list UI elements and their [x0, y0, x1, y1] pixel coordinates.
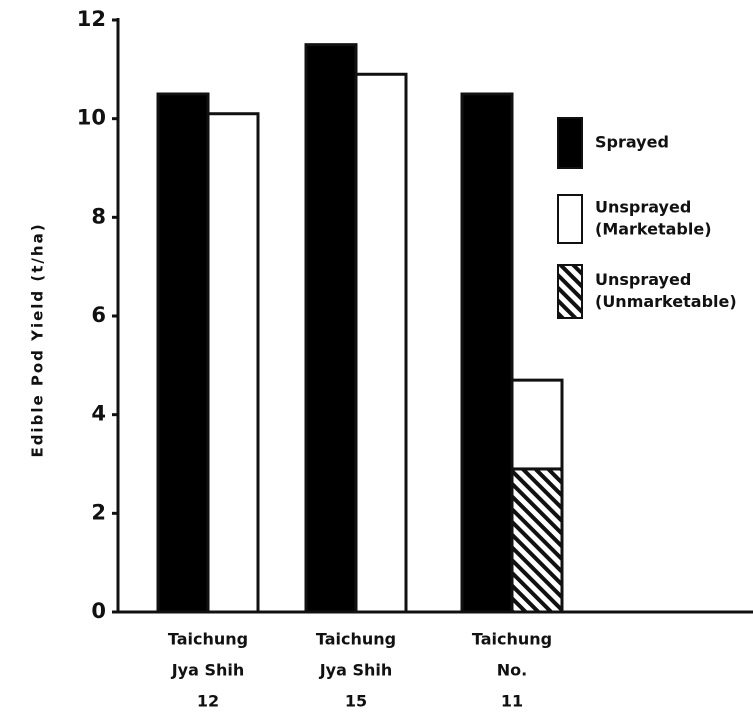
legend-swatch — [557, 117, 583, 169]
y-axis-label: Edible Pod Yield (t/ha) — [29, 222, 47, 457]
x-tick-label: Taichung — [168, 630, 248, 649]
bar — [460, 92, 514, 614]
x-tick-label: No. — [497, 661, 527, 680]
legend-label: Sprayed — [595, 133, 669, 152]
x-tick-label: 11 — [501, 692, 523, 711]
y-tick-label: 4 — [91, 402, 106, 426]
y-tick-label: 12 — [77, 7, 106, 31]
legend-label: Unsprayed — [595, 198, 691, 217]
bar — [206, 112, 260, 614]
x-tick-label: Taichung — [472, 630, 552, 649]
legend-swatch — [557, 194, 583, 244]
y-tick-label: 2 — [91, 500, 106, 524]
x-tick-label: Jya Shih — [319, 661, 393, 680]
x-tick-label: Taichung — [316, 630, 396, 649]
y-tick-label: 8 — [91, 204, 106, 228]
legend-label: Unsprayed — [595, 270, 691, 289]
bar — [510, 467, 564, 614]
bar — [304, 43, 358, 614]
y-tick-label: 6 — [91, 303, 106, 327]
x-tick-label: Jya Shih — [171, 661, 245, 680]
legend-label: (Unmarketable) — [595, 292, 737, 311]
y-tick-label: 10 — [77, 106, 106, 130]
x-tick-label: 12 — [197, 692, 219, 711]
legend-swatch — [557, 264, 583, 319]
bar — [510, 378, 564, 471]
legend-label: (Marketable) — [595, 220, 712, 239]
x-tick-label: 15 — [345, 692, 367, 711]
y-tick-label: 0 — [91, 599, 106, 623]
bar — [354, 72, 408, 614]
bar — [156, 92, 210, 614]
